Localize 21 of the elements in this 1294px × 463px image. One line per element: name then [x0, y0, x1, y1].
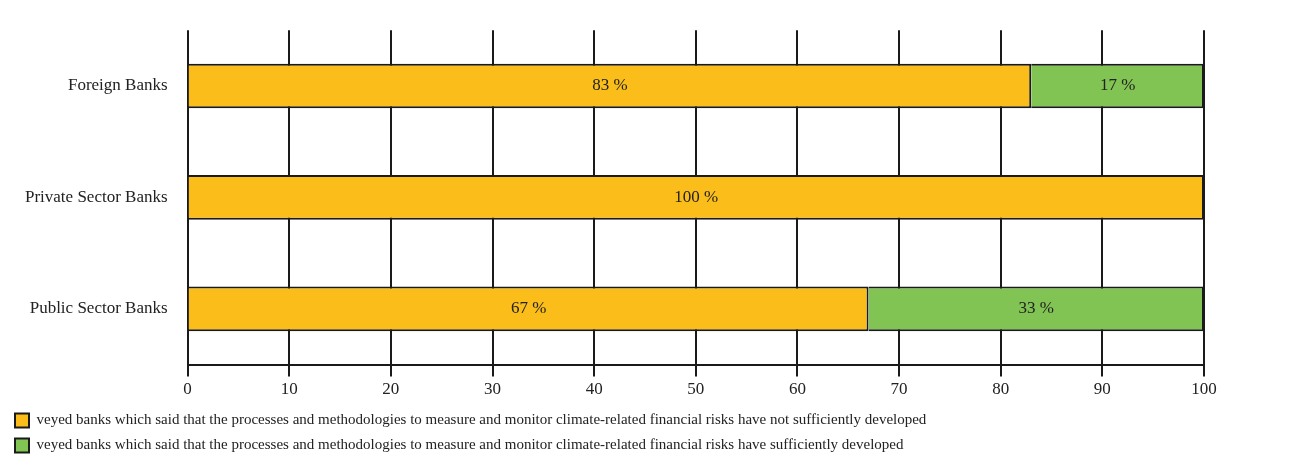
x-tick-label: 10 [280, 379, 298, 399]
x-tick-label: 60 [788, 379, 806, 399]
x-tick-label: 90 [1093, 379, 1111, 399]
data-label: 67 % [510, 298, 547, 318]
x-tick-label: 50 [687, 379, 705, 399]
x-tick-label: 80 [992, 379, 1010, 399]
legend-label: veyed banks which said that the processes and methodologies to measure and monitor climate-related financial risks have sufficiently developed [36, 436, 904, 453]
x-tick-label: 100 [1191, 379, 1217, 399]
x-tick-label: 30 [484, 379, 502, 399]
data-label: 100 % [674, 186, 719, 206]
x-tick-label: 70 [890, 379, 908, 399]
data-label: 33 % [1018, 298, 1054, 318]
data-label: 83 % [592, 75, 628, 95]
x-tick-label: 0 [183, 379, 192, 399]
legend-label: veyed banks which said that the processes and methodologies to measure and monitor climate-related financial risks have not sufficiently developed [36, 411, 927, 428]
x-tick-label: 40 [585, 379, 603, 399]
y-tick-label: Public Sector Banks [29, 298, 168, 318]
x-tick-label: 20 [382, 379, 400, 399]
data-label: 17 % [1099, 75, 1136, 95]
y-tick-label: Private Sector Banks [24, 186, 168, 206]
y-tick-label: Foreign Banks [67, 75, 168, 95]
